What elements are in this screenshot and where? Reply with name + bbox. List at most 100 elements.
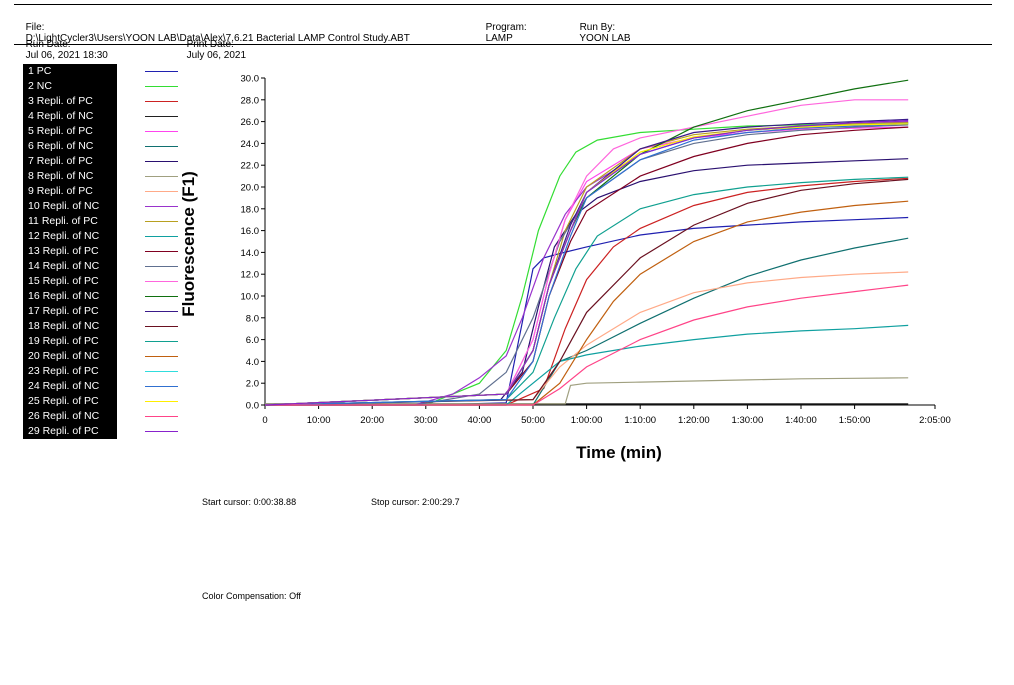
color-compensation-value: Off (289, 591, 301, 601)
series-line (264, 178, 909, 406)
legend-entry: 10 Repli. of NC (23, 199, 178, 214)
legend-label: 15 Repli. of PC (28, 275, 99, 287)
legend-swatch (145, 176, 178, 177)
series-line (265, 216, 909, 406)
legend-entry: 16 Repli. of NC (23, 289, 178, 304)
start-cursor-info: Start cursor: 0:00:38.88 (202, 497, 296, 507)
y-tick-label: 10.0 (241, 292, 260, 303)
legend-label: 5 Repli. of PC (28, 125, 93, 137)
legend-label: 25 Repli. of PC (28, 395, 99, 407)
legend-label: 26 Repli. of NC (28, 410, 100, 422)
header-bottom-rule (14, 44, 992, 45)
legend-swatch (145, 146, 178, 147)
legend-label: 17 Repli. of PC (28, 305, 99, 317)
legend-entry: 26 Repli. of NC (23, 409, 178, 424)
x-tick-label: 1:50:00 (839, 415, 871, 426)
legend-label: 12 Repli. of NC (28, 230, 100, 242)
x-axis-label: Time (min) (576, 443, 662, 462)
legend-swatch (145, 206, 178, 207)
legend-entry: 8 Repli. of NC (23, 169, 178, 184)
y-tick-label: 16.0 (241, 226, 260, 237)
legend-label: 6 Repli. of NC (28, 140, 94, 152)
series-line (265, 377, 909, 405)
header-top-rule (14, 4, 992, 5)
y-axis-label: Fluorescence (F1) (179, 171, 198, 317)
legend-swatch (145, 236, 178, 237)
legend-label: 7 Repli. of PC (28, 155, 93, 167)
legend-entry: 6 Repli. of NC (23, 139, 178, 154)
legend-swatch (145, 431, 178, 432)
series-line (265, 124, 909, 406)
x-tick-label: 50:00 (521, 415, 545, 426)
legend-entry: 2 NC (23, 79, 178, 94)
legend-swatch (145, 401, 178, 402)
legend-entry: 25 Repli. of PC (23, 394, 178, 409)
series-line (265, 177, 909, 406)
legend-label: 16 Repli. of NC (28, 290, 100, 302)
legend-entry: 17 Repli. of PC (23, 304, 178, 319)
amplification-chart: 0.0 2.0 4.0 6.0 8.0 10.0 12.0 14.0 16.0 18.0 20.0 2… (179, 74, 951, 463)
run-by-value: YOON LAB (579, 33, 631, 44)
legend-swatch (145, 161, 178, 162)
legend-label: 8 Repli. of NC (28, 170, 94, 182)
legend-label: 14 Repli. of NC (28, 260, 100, 272)
series-line (264, 119, 909, 406)
legend-swatch (145, 191, 178, 192)
start-cursor-value: 0:00:38.88 (253, 497, 297, 507)
legend-swatch (145, 371, 178, 372)
series-line (264, 122, 909, 406)
series-line (264, 99, 909, 406)
x-tick-label: 1:30:00 (732, 415, 764, 426)
series-line (264, 123, 909, 406)
x-tick-label: 1:10:00 (624, 415, 656, 426)
color-compensation-label: Color Compensation: (202, 591, 287, 601)
legend-swatch (145, 251, 178, 252)
x-tick-label: 10:00 (307, 415, 331, 426)
series-line (264, 271, 909, 406)
legend-label: 10 Repli. of NC (28, 200, 100, 212)
legend-swatch (145, 131, 178, 132)
legend-swatch (145, 356, 178, 357)
y-tick-label: 6.0 (246, 335, 259, 346)
series-line (264, 126, 909, 406)
legend-label: 4 Repli. of NC (28, 110, 94, 122)
series-line (264, 123, 909, 406)
legend-label: 13 Repli. of PC (28, 245, 99, 257)
series-line (265, 237, 909, 406)
series-line (265, 122, 909, 406)
legend-entry: 24 Repli. of NC (23, 379, 178, 394)
y-tick-label: 30.0 (241, 74, 260, 85)
stop-cursor-info: Stop cursor: 2:00:29.7 (371, 497, 460, 507)
legend-label: 19 Repli. of PC (28, 335, 99, 347)
legend-entry: 13 Repli. of PC (23, 244, 178, 259)
legend-swatch (145, 116, 178, 117)
x-tick-label: 1:40:00 (785, 415, 817, 426)
legend-label: 18 Repli. of NC (28, 320, 100, 332)
legend-label: 1 PC (28, 65, 52, 77)
legend-entry: 29 Repli. of PC (23, 424, 178, 439)
legend-swatch (145, 266, 178, 267)
x-tick-label: 1:00:00 (571, 415, 603, 426)
y-tick-label: 14.0 (241, 248, 260, 259)
y-tick-label: 0.0 (246, 401, 259, 412)
program-info: Program: LAMP (480, 11, 527, 44)
header-line-1: File: D:\LightCycler3\Users\YOON LAB\Dat… (20, 11, 410, 44)
legend-swatch (145, 101, 178, 102)
legend-entry: 19 Repli. of PC (23, 334, 178, 349)
x-tick-label: 40:00 (468, 415, 492, 426)
series-line (265, 284, 909, 406)
legend-swatch (145, 281, 178, 282)
start-cursor-label: Start cursor: (202, 497, 252, 507)
legend-entry: 11 Repli. of PC (23, 214, 178, 229)
legend-label: 9 Repli. of PC (28, 185, 93, 197)
legend-entry: 15 Repli. of PC (23, 274, 178, 289)
program-value: LAMP (485, 33, 513, 44)
series-line (264, 126, 909, 406)
legend-swatch (145, 296, 178, 297)
legend-swatch (145, 326, 178, 327)
series-line (264, 158, 909, 406)
run-date-value: Jul 06, 2021 18:30 (25, 50, 108, 61)
series-line (264, 123, 909, 406)
y-tick-label: 18.0 (241, 204, 260, 215)
y-tick-label: 28.0 (241, 95, 260, 106)
